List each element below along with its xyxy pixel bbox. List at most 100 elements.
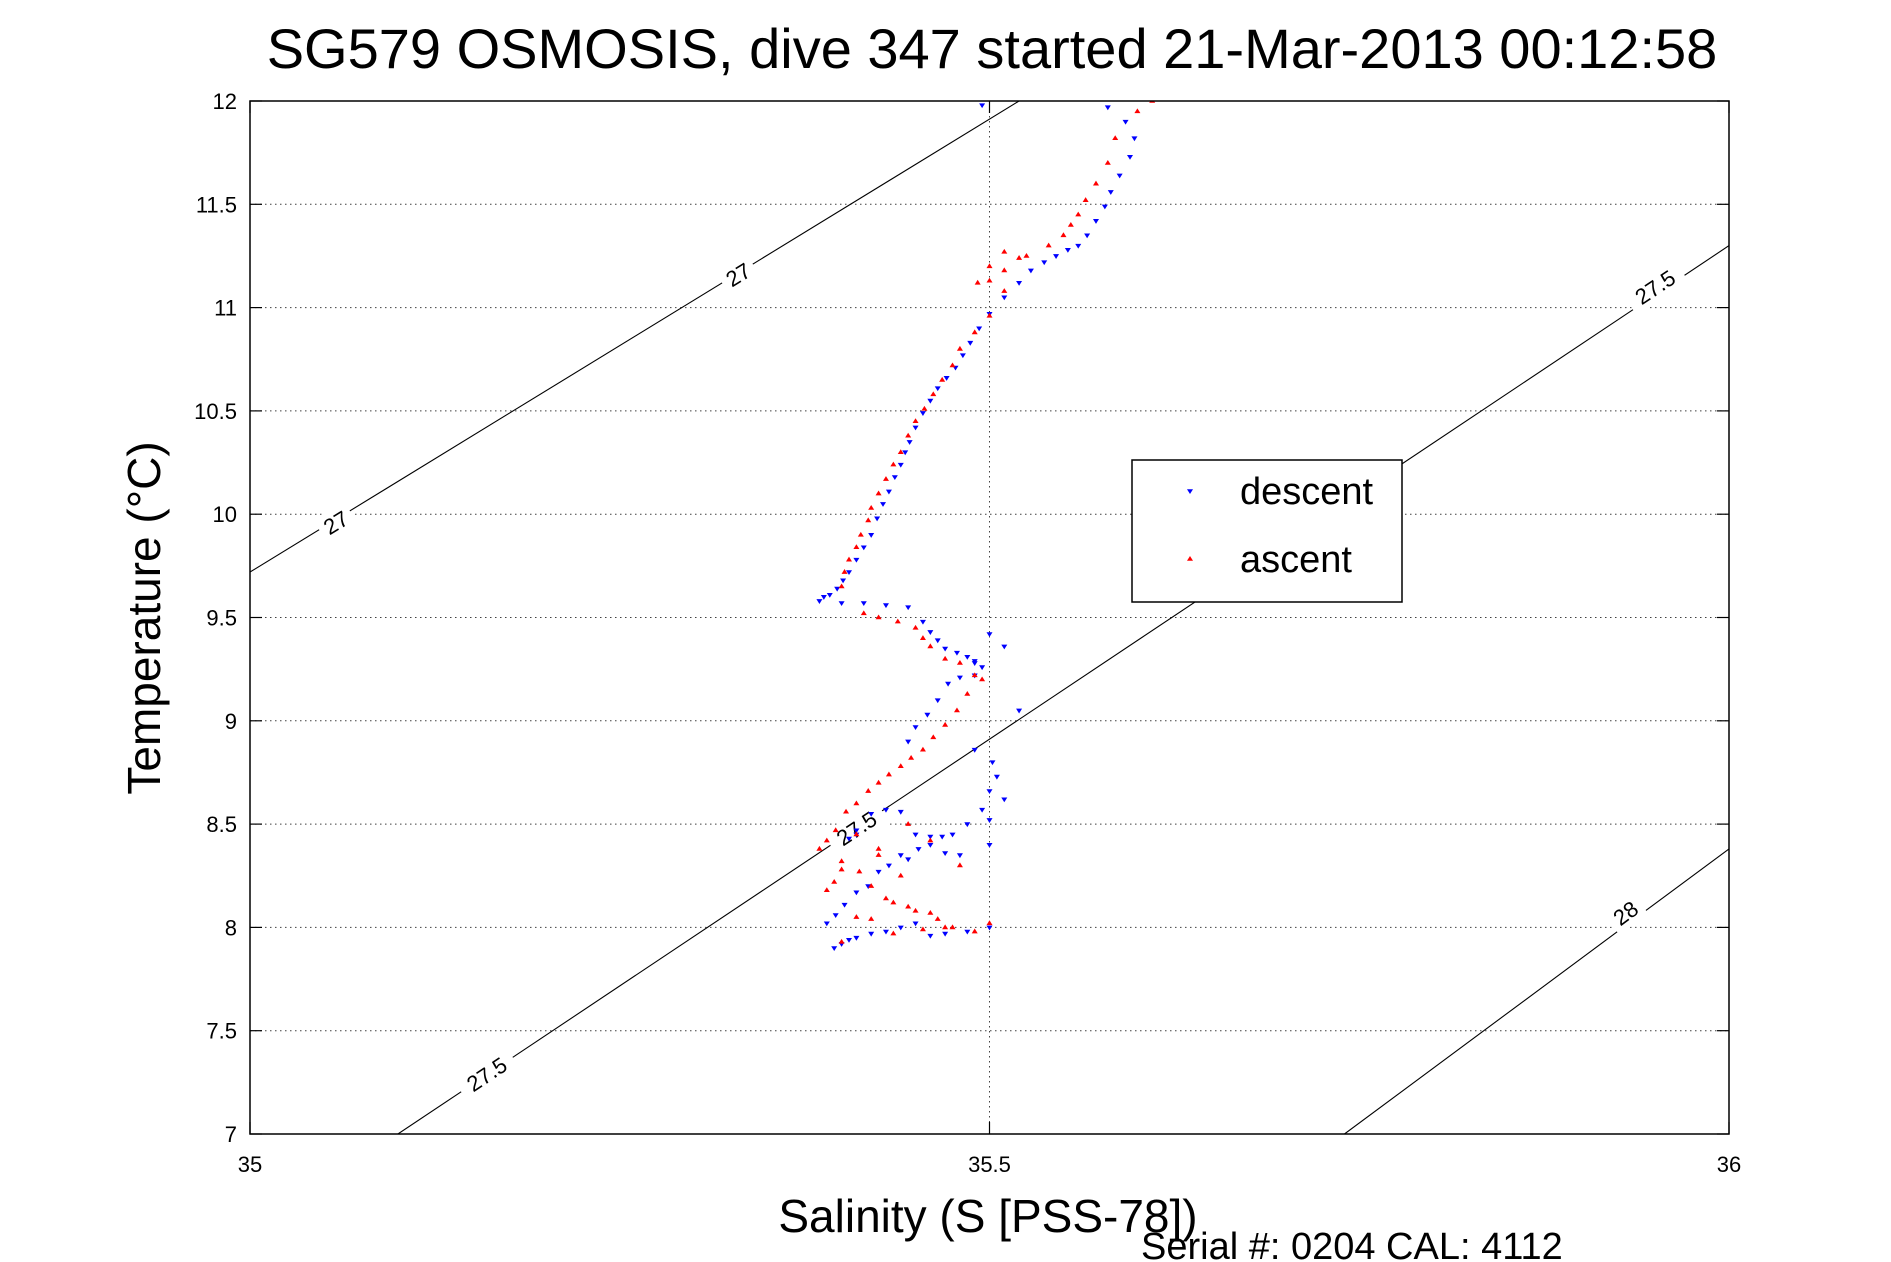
ascent-point-33 bbox=[857, 531, 864, 537]
x-axis-label: Salinity (S [PSS-78]) bbox=[778, 1190, 1197, 1242]
descent-point-43 bbox=[838, 601, 845, 607]
ascent-point-67 bbox=[912, 907, 919, 913]
y-tick-label-6: 10 bbox=[213, 502, 237, 527]
contour-label-gap-0-0 bbox=[313, 501, 359, 544]
descent-point-80 bbox=[841, 902, 848, 908]
descent-point-54 bbox=[979, 665, 986, 671]
ascent-point-73 bbox=[927, 837, 934, 843]
ascent-point-9 bbox=[1045, 242, 1052, 248]
descent-point-56 bbox=[956, 675, 963, 681]
descent-point-44 bbox=[860, 601, 867, 607]
ascent-point-41 bbox=[912, 624, 919, 630]
y-tick-label-4: 9 bbox=[225, 709, 237, 734]
ascent-point-44 bbox=[942, 655, 949, 661]
y-tick-label-7: 10.5 bbox=[194, 399, 237, 424]
ascent-point-64 bbox=[856, 868, 863, 874]
descent-point-15 bbox=[1016, 281, 1023, 286]
ascent-point-62 bbox=[816, 845, 823, 851]
descent-point-66 bbox=[1001, 797, 1008, 803]
descent-point-22 bbox=[943, 376, 950, 381]
legend-marker-descent bbox=[1187, 489, 1193, 494]
descent-point-51 bbox=[953, 650, 960, 656]
descent-point-74 bbox=[905, 857, 912, 863]
descent-point-11 bbox=[1064, 247, 1071, 253]
legend-marker-ascent bbox=[1187, 556, 1193, 561]
descent-point-99 bbox=[912, 832, 919, 838]
descent-point-31 bbox=[885, 489, 892, 495]
ascent-point-65 bbox=[868, 883, 875, 888]
descent-point-100 bbox=[897, 809, 904, 815]
descent-point-32 bbox=[880, 502, 887, 507]
ascent-point-27 bbox=[897, 449, 904, 455]
ascent-point-22 bbox=[939, 376, 946, 382]
descent-point-37 bbox=[845, 570, 852, 576]
axis-ticks: 7 7.5 8 8.5 9 9.5 10 10.5 11 11.5 12 35 35.5 36 bbox=[194, 89, 1741, 1177]
ascent-point-75 bbox=[875, 845, 882, 851]
ascent-point-47 bbox=[979, 676, 986, 682]
descent-point-104 bbox=[971, 661, 978, 666]
contour-label-gap-1-0 bbox=[453, 1045, 521, 1103]
descent-point-87 bbox=[912, 921, 919, 927]
contour-label-gap-0-1 bbox=[715, 253, 761, 296]
descent-point-50 bbox=[942, 646, 949, 652]
contour-label-gap-2-0 bbox=[1602, 890, 1649, 935]
contour-line-1 bbox=[397, 245, 1729, 1134]
descent-point-84 bbox=[964, 929, 971, 935]
descent-point-77 bbox=[875, 869, 882, 875]
data-series bbox=[816, 101, 1156, 952]
descent-point-24 bbox=[927, 398, 934, 404]
ascent-point-46 bbox=[971, 672, 978, 678]
descent-point-10 bbox=[1075, 243, 1082, 249]
descent-point-75 bbox=[897, 853, 904, 859]
descent-point-97 bbox=[942, 851, 949, 857]
descent-point-29 bbox=[897, 462, 904, 468]
ascent-point-32 bbox=[865, 517, 872, 523]
x-tick-label-2: 36 bbox=[1717, 1152, 1741, 1177]
descent-point-88 bbox=[897, 925, 904, 931]
ascent-point-23 bbox=[930, 391, 937, 397]
descent-point-79 bbox=[853, 890, 860, 896]
descent-point-105 bbox=[986, 632, 993, 638]
descent-point-57 bbox=[945, 681, 952, 687]
ascent-point-48 bbox=[964, 690, 971, 696]
descent-point-48 bbox=[927, 630, 934, 635]
descent-point-2 bbox=[1122, 119, 1129, 125]
descent-point-68 bbox=[986, 818, 993, 823]
descent-point-34 bbox=[868, 533, 875, 538]
descent-point-33 bbox=[874, 516, 881, 522]
ascent-point-43 bbox=[927, 643, 934, 649]
ascent-point-7 bbox=[1067, 221, 1074, 227]
ascent-point-37 bbox=[838, 583, 845, 589]
ascent-point-59 bbox=[843, 808, 850, 814]
descent-point-5 bbox=[1116, 173, 1123, 179]
descent-point-86 bbox=[927, 933, 934, 939]
serial-cal-footer: Serial #: 0204 CAL: 4112 bbox=[1141, 1226, 1563, 1262]
descent-point-59 bbox=[924, 712, 931, 718]
ascent-point-30 bbox=[875, 490, 882, 496]
ascent-point-8 bbox=[1060, 232, 1067, 238]
descent-point-94 bbox=[831, 946, 838, 952]
ascent-point-38 bbox=[860, 610, 867, 616]
ascent-point-55 bbox=[885, 771, 892, 777]
ascent-point-4 bbox=[1092, 180, 1099, 186]
ascent-point-76 bbox=[853, 831, 860, 837]
contour-label-gap-1-2 bbox=[1621, 258, 1689, 316]
y-tick-label-8: 11 bbox=[214, 296, 237, 321]
descent-point-107 bbox=[1016, 708, 1023, 714]
ascent-point-83 bbox=[942, 924, 949, 930]
ascent-point-3 bbox=[1104, 159, 1111, 165]
descent-point-27 bbox=[906, 440, 913, 445]
descent-point-30 bbox=[891, 475, 898, 481]
descent-point-91 bbox=[853, 935, 860, 941]
descent-point-60 bbox=[912, 725, 919, 730]
ascent-point-28 bbox=[890, 461, 897, 467]
descent-point-52 bbox=[964, 654, 971, 660]
ascent-point-69 bbox=[949, 924, 956, 930]
ascent-point-63 bbox=[838, 858, 845, 864]
descent-point-12 bbox=[1053, 254, 1060, 259]
ascent-point-61 bbox=[823, 837, 830, 843]
y-tick-label-3: 8.5 bbox=[206, 812, 237, 837]
x-tick-label-1: 35.5 bbox=[968, 1152, 1011, 1177]
descent-point-41 bbox=[820, 595, 827, 600]
ascent-point-5 bbox=[1082, 197, 1089, 202]
